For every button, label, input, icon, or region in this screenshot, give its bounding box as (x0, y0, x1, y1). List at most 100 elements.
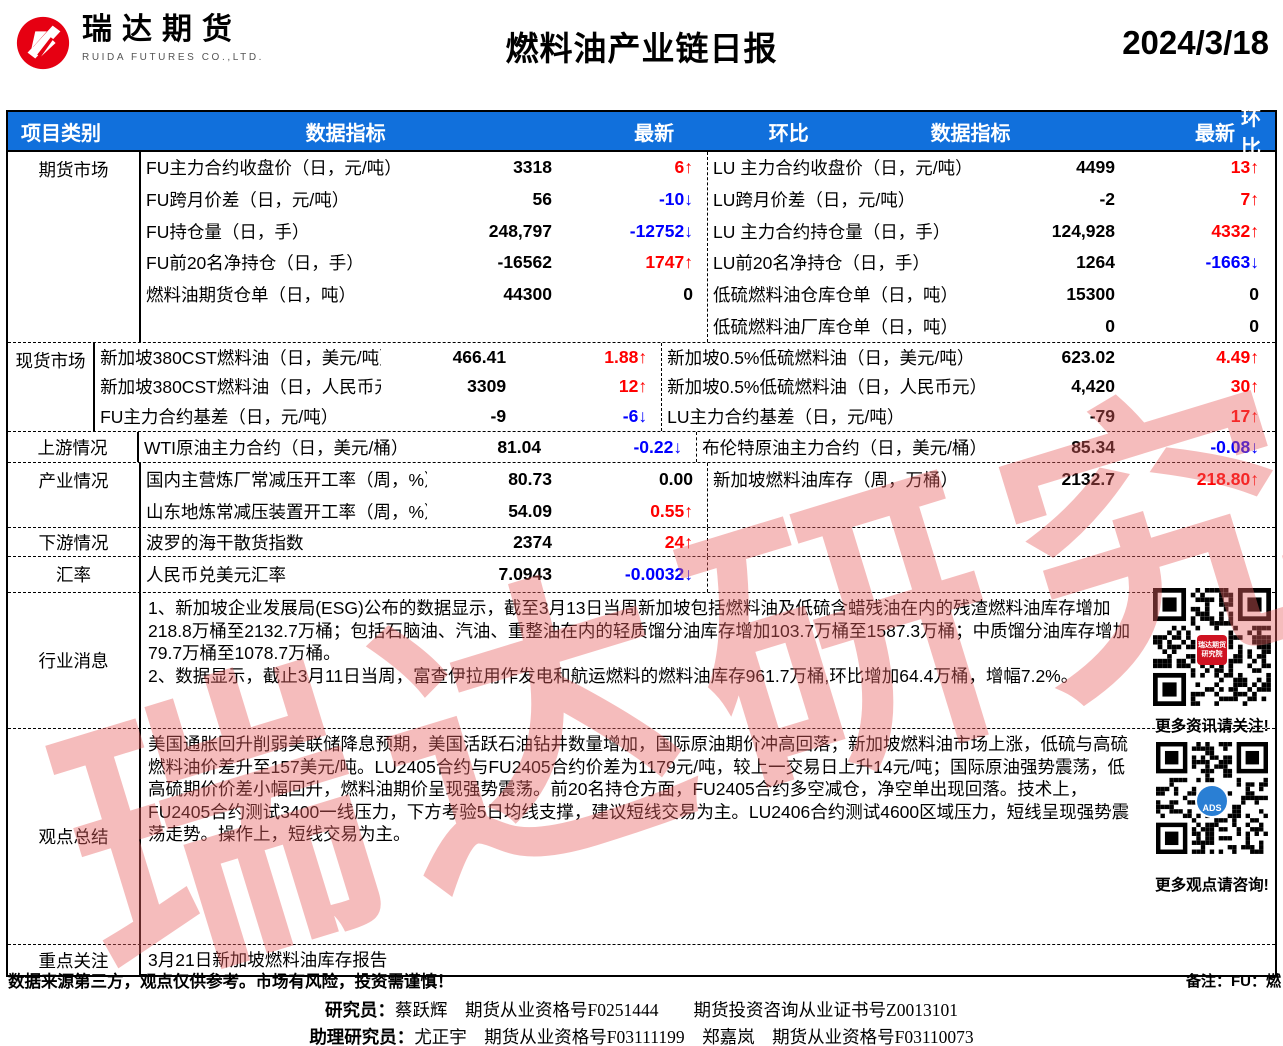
report-title: 燃料油产业链日报 (505, 30, 778, 67)
assistant-label: 助理研究员： (309, 1027, 415, 1046)
table-row: FU持仓量（日，手） 248,797 -12752↓ (141, 215, 707, 247)
indicator-label: 新加坡380CST燃料油（日，美元/吨） (100, 348, 382, 369)
latest-value: 54.09 (508, 500, 552, 521)
change-value: 0.00 (658, 468, 693, 489)
indicator-label: FU跨月价差（日，元/吨） (146, 190, 350, 210)
indicator-label: 新加坡0.5%低硫燃料油（日，人民币元） (667, 377, 987, 398)
indicator-label: 山东地炼常减压装置开工率（周，%） (146, 501, 427, 522)
table-row: LU前20名净持仓（日，手） 1264 -1663↓ (708, 247, 1275, 279)
researcher-line: 研究员：蔡跃辉 期货从业资格号F0251444 期货投资咨询从业证书号Z0013… (0, 997, 1283, 1022)
assistant-info: 尤正宇 期货从业资格号F03111199 郑嘉岚 期货从业资格号F0311007… (414, 1027, 974, 1046)
change-value: -0.0032↓ (624, 564, 693, 584)
category-label: 汇率 (8, 557, 141, 592)
change-value: 17↑ (1230, 405, 1259, 426)
text-section-focus: 重点关注 3月21日新加坡燃料油库存报告 (8, 944, 1275, 975)
right-indicators (707, 528, 1275, 556)
table-row: LU跨月价差（日，元/吨） -2 7↑ (708, 184, 1275, 216)
change-value: 0.55↑ (650, 500, 693, 521)
indicator-label: 低硫燃料油仓库仓单（日，吨） (713, 285, 958, 306)
change-value: -0.08↓ (1210, 436, 1259, 457)
category-label: 期货市场 (8, 152, 141, 342)
table-row: 新加坡380CST燃料油（日，美元/吨） 466.41 1.88↑ (95, 343, 661, 372)
indicator-label: 人民币兑美元汇率 (146, 565, 286, 585)
change-value: 218.80↑ (1196, 468, 1259, 489)
report-date: 2024/3/18 (1122, 24, 1269, 61)
researcher-label: 研究员： (325, 1000, 396, 1020)
latest-value: 7.0943 (498, 564, 552, 584)
report-header: 瑞达期货 RUIDA FUTURES CO.,LTD. 燃料油产业链日报 202… (0, 0, 1283, 108)
left-indicators: 国内主营炼厂常减压开工率（周，%） 80.73 0.00 山东地炼常减压装置开工率（周… (141, 463, 707, 527)
table-row: 低硫燃料油仓库仓单（日，吨） 15300 0 (708, 279, 1275, 311)
section-text: 3月21日新加坡燃料油库存报告 (148, 949, 388, 970)
change-value: 6↑ (674, 157, 693, 178)
latest-value: 44300 (503, 284, 552, 305)
indicator-label: 国内主营炼厂常减压开工率（周，%） (146, 469, 427, 490)
table-row (708, 528, 1275, 556)
assistant-researcher-line: 助理研究员：尤正宇 期货从业资格号F03111199 郑嘉岚 期货从业资格号F0… (0, 1024, 1283, 1046)
indicator-label: FU主力合约收盘价（日，元/吨） (146, 158, 402, 179)
change-value: 12↑ (618, 376, 648, 397)
indicator-label: FU主力合约基差（日，元/吨） (100, 406, 339, 427)
table-body: 期货市场 FU主力合约收盘价（日，元/吨） 3318 6↑ FU跨月价差（日，元/吨） 5… (8, 150, 1275, 592)
table-row: FU前20名净持仓（日，手） -16562 1747↑ (141, 247, 707, 279)
change-value: -1663↓ (1205, 252, 1259, 273)
change-value: -10↓ (658, 189, 693, 209)
indicator-label: 燃料油期货仓单（日，吨） (146, 285, 356, 306)
category-label: 上游情况 (8, 432, 139, 462)
section-1: 现货市场 新加坡380CST燃料油（日，美元/吨） 466.41 1.88↑ 新加坡38… (8, 342, 1275, 431)
researcher-info: 蔡跃辉 期货从业资格号F0251444 期货投资咨询从业证书号Z0013101 (395, 1000, 958, 1020)
category-label: 现货市场 (8, 343, 96, 431)
latest-value: 466.41 (452, 347, 507, 368)
change-value: 4332↑ (1211, 220, 1259, 241)
category-label: 产业情况 (8, 463, 141, 527)
table-row: 低硫燃料油厂库仓单（日，吨） 0 0 (708, 310, 1275, 342)
left-indicators: WTI原油主力合约（日，美元/桶） 81.04 -0.22↓ (139, 432, 696, 462)
latest-value: 2374 (513, 531, 552, 552)
table-row: 新加坡380CST燃料油（日，人民币元） 3309 12↑ (95, 372, 661, 401)
table-row (141, 310, 707, 342)
remark-text: 备注：FU：燃 (1186, 973, 1281, 990)
indicator-label: 新加坡0.5%低硫燃料油（日，美元/吨） (667, 348, 975, 369)
qr-code-2 (1156, 742, 1268, 854)
table-row (708, 495, 1275, 527)
table-row: FU主力合约收盘价（日，元/吨） 3318 6↑ (141, 152, 707, 184)
right-indicators: 布伦特原油主力合约（日，美元/桶） 85.34 -0.08↓ (696, 432, 1275, 462)
qr-code-1 (1153, 588, 1271, 706)
latest-value: 0 (1105, 315, 1115, 336)
table-row: 国内主营炼厂常减压开工率（周，%） 80.73 0.00 (141, 463, 707, 495)
latest-value: -79 (1089, 405, 1115, 426)
indicator-label: 波罗的海干散货指数 (146, 532, 304, 553)
col-header-latest-left: 最新 (634, 122, 675, 145)
indicator-label: LU 主力合约收盘价（日，元/吨） (713, 158, 973, 179)
table-row: 燃料油期货仓单（日，吨） 44300 0 (141, 279, 707, 311)
left-indicators: 人民币兑美元汇率 7.0943 -0.0032↓ (141, 557, 707, 592)
company-name-cn: 瑞达期货 (82, 13, 242, 46)
latest-value: -9 (490, 405, 507, 426)
col-header-indicator-right: 数据指标 (930, 122, 1011, 145)
qr-code-consult: ADS (1156, 742, 1268, 859)
indicator-label: FU前20名净持仓（日，手） (146, 253, 364, 274)
change-value: 30↑ (1230, 376, 1259, 397)
change-value: 13↑ (1230, 157, 1259, 178)
indicator-label: LU跨月价差（日，元/吨） (713, 190, 916, 210)
latest-value: 56 (532, 189, 552, 209)
table-header-row: 项目类别 数据指标 最新 环比 数据指标 最新 环比 (8, 108, 1275, 159)
latest-value: 80.73 (508, 468, 552, 489)
change-value: 1.88↑ (604, 347, 648, 368)
indicator-label: FU持仓量（日，手） (146, 221, 310, 242)
section-5: 汇率 人民币兑美元汇率 7.0943 -0.0032↓ (8, 556, 1275, 592)
qr2-caption: 更多观点请咨询! (1155, 877, 1269, 894)
section-4: 下游情况 波罗的海干散货指数 2374 24↑ (8, 527, 1275, 556)
latest-value: 85.34 (1071, 436, 1115, 457)
qr-code-research: 瑞达期货 研究院 (1153, 588, 1271, 711)
latest-value: 4499 (1076, 157, 1115, 178)
indicator-label: 新加坡燃料油库存（周，万桶） (713, 469, 958, 490)
section-text: 1、新加坡企业发展局(ESG)公布的数据显示，截至3月13日当周新加坡包括燃料油… (148, 598, 1131, 686)
table-row: LU主力合约基差（日，元/吨） -79 17↑ (662, 402, 1275, 431)
indicator-label: LU主力合约基差（日，元/吨） (667, 406, 905, 427)
left-indicators: 新加坡380CST燃料油（日，美元/吨） 466.41 1.88↑ 新加坡380CST… (95, 343, 661, 431)
left-indicators: FU主力合约收盘价（日，元/吨） 3318 6↑ FU跨月价差（日，元/吨） 56 -10… (141, 152, 707, 342)
latest-value: 248,797 (488, 220, 552, 241)
change-value: -6↓ (622, 405, 648, 426)
change-value: -12752↓ (629, 220, 693, 241)
